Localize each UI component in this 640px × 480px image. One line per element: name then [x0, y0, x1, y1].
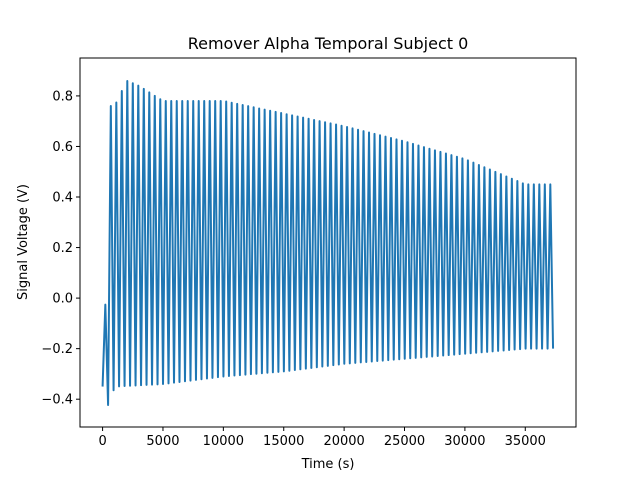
plot-area	[79, 57, 577, 428]
x-tick-label: 0	[98, 434, 106, 449]
chart-title: Remover Alpha Temporal Subject 0	[188, 34, 469, 53]
series-layer	[101, 79, 555, 406]
y-tick-label: 0.2	[52, 241, 73, 256]
x-tick-label: 15000	[263, 434, 304, 449]
x-tick-label: 25000	[384, 434, 425, 449]
y-tick-label: −0.2	[41, 342, 73, 357]
x-tick-label: 5000	[146, 434, 179, 449]
y-tick-label: 0.4	[52, 191, 73, 206]
y-tick-label: 0.0	[52, 292, 73, 307]
y-axis-ticks: −0.4 −0.2 0.0 0.2 0.4 0.6 0.8	[41, 89, 80, 408]
x-tick-label: 10000	[203, 434, 244, 449]
x-tick-label: 35000	[505, 434, 546, 449]
x-axis-label: Time (s)	[301, 457, 355, 472]
x-tick-label: 20000	[323, 434, 364, 449]
y-tick-label: −0.4	[41, 393, 73, 408]
x-axis-ticks: 0 5000 10000 15000 20000 25000 30000 35000	[98, 427, 546, 449]
signal-series-line-0	[101, 79, 555, 406]
x-tick-label: 30000	[444, 434, 485, 449]
axes-frame	[79, 57, 577, 428]
y-tick-label: 0.8	[52, 89, 73, 104]
y-axis-label: Signal Voltage (V)	[16, 184, 31, 300]
y-tick-label: 0.6	[52, 140, 73, 155]
